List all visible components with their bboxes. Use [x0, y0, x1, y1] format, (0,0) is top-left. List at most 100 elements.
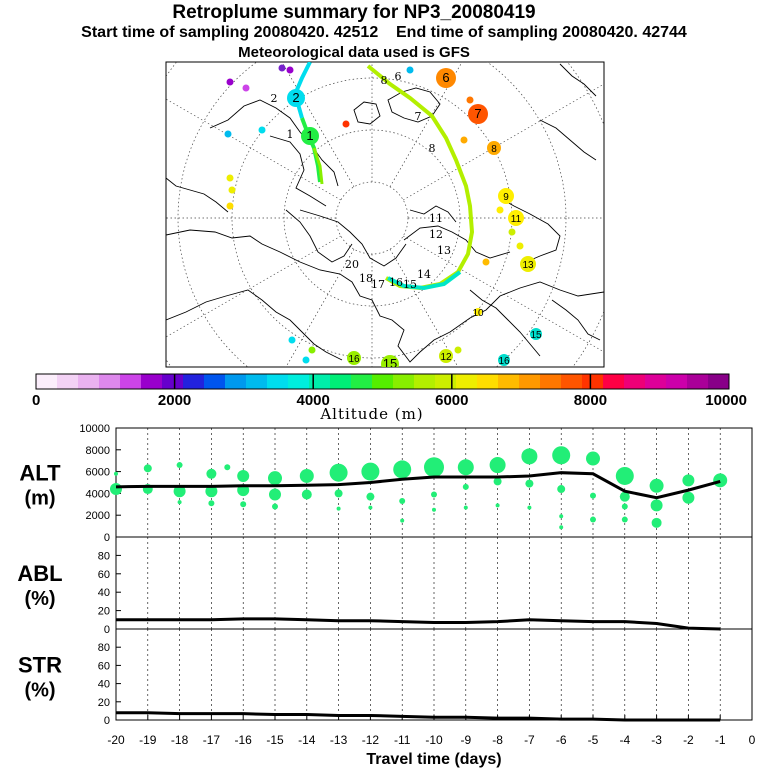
median-altitude-line [115, 471, 721, 500]
end-time-label: End time of sampling 20080420. 42744 [396, 24, 687, 41]
chart-title: Retroplume summary for NP3_20080419 [172, 2, 536, 23]
altitude-dot [400, 518, 405, 523]
day-marker-label: 16 [498, 356, 510, 367]
altitude-dot [432, 507, 436, 512]
colorbar-swatch [351, 374, 373, 389]
colorbar-swatch [582, 374, 604, 389]
altitude-dot [240, 501, 247, 508]
altitude-dot [336, 506, 341, 511]
altitude-dot [615, 466, 634, 485]
colorbar-swatch [204, 374, 226, 389]
meridian-line [166, 235, 341, 338]
small-marker [482, 258, 490, 266]
day-marker-label: 13 [522, 260, 534, 271]
altitude-dot [621, 503, 628, 510]
time-series-panels: 0200040006000800010000ALT(m)020406080ABL… [17, 423, 755, 768]
y-tick-label: 10000 [79, 423, 110, 435]
colorbar-swatch [309, 374, 331, 389]
colorbar-swatch [456, 374, 478, 389]
colorbar-swatch [624, 374, 646, 389]
y-tick-label: 0 [104, 715, 110, 727]
altitude-dot [224, 464, 231, 471]
colorbar-tick-label: 10000 [705, 392, 747, 409]
x-tick-label: -2 [683, 733, 694, 747]
colorbar-tick-label: 8000 [574, 392, 607, 409]
altitude-dot [334, 489, 343, 498]
small-marker [224, 130, 232, 138]
x-tick-label: -13 [330, 733, 348, 747]
y-tick-label: 20 [98, 606, 110, 618]
altitude-dot [552, 446, 571, 465]
trajectory-west-tail [312, 147, 324, 185]
altitude-dot [173, 485, 186, 498]
small-marker [278, 64, 286, 72]
day-marker [301, 127, 319, 145]
small-marker [516, 242, 524, 250]
x-tick-label: -8 [492, 733, 503, 747]
altitude-dot [495, 503, 500, 508]
y-tick-label: 80 [98, 550, 110, 562]
day-marker-label: 15 [383, 356, 397, 371]
x-tick-label: -10 [425, 733, 443, 747]
colorbar-swatch [78, 374, 100, 389]
track-label: 1 [287, 128, 294, 141]
map-frame [165, 61, 605, 368]
altitude-dot [208, 500, 215, 507]
day-marker [439, 349, 453, 363]
altitude-dot [462, 483, 469, 490]
day-marker-label: 16 [348, 354, 360, 365]
x-tick-label: -4 [619, 733, 630, 747]
x-tick-label: -3 [651, 733, 662, 747]
altitude-dot [651, 517, 662, 528]
meridians [166, 62, 604, 367]
trajectory-teal [387, 270, 462, 291]
y-tick-label: 20 [98, 697, 110, 709]
colorbar-tick-label: 4000 [297, 392, 330, 409]
colorbar-swatch [288, 374, 310, 389]
track-label: 15 [403, 278, 417, 291]
panel-ylabel-bottom: (%) [24, 680, 55, 702]
panel-ylabel-top: ALT [19, 461, 61, 486]
colorbar-swatch [603, 374, 625, 389]
small-marker [286, 66, 294, 74]
x-tick-label: -19 [139, 733, 157, 747]
track-label: 7 [415, 110, 422, 123]
day-marker [347, 351, 361, 365]
x-tick-label: -15 [266, 733, 284, 747]
colorbar-swatch [267, 374, 289, 389]
colorbar-tick-label: 0 [32, 392, 40, 409]
coastlines [166, 63, 604, 363]
day-marker-label: 15 [530, 330, 542, 341]
small-marker [454, 346, 462, 354]
x-tick-label: -18 [171, 733, 189, 747]
altitude-dot [393, 460, 412, 479]
altitude-dot [368, 505, 373, 510]
panel-ylabel-bottom: (m) [24, 488, 55, 510]
colorbar-axis-label: Altitude (m) [319, 405, 423, 423]
day-marker [436, 68, 456, 88]
y-tick-label: 60 [98, 660, 110, 672]
day-marker-label: 11 [511, 214, 522, 225]
colorbar-tick-label: 2000 [158, 392, 191, 409]
altitude-dot [205, 485, 218, 498]
day-marker-label: 6 [442, 70, 449, 85]
altitude-dot [619, 491, 630, 502]
altitude-dot [682, 474, 695, 487]
altitude-dot [621, 516, 628, 523]
y-tick-label: 40 [98, 587, 110, 599]
panel-ylabel-bottom: (%) [24, 588, 55, 610]
colorbar: 0 2000 4000 6000 8000 10000 Altitude (m) [32, 373, 747, 423]
altitude-dot [431, 491, 437, 498]
day-marker [474, 308, 482, 316]
small-marker [406, 66, 414, 74]
altitude-dot [299, 468, 314, 483]
x-tick-label: -7 [524, 733, 535, 747]
small-marker [226, 202, 234, 210]
y-tick-label: 8000 [86, 445, 110, 457]
x-tick-label: -20 [107, 733, 125, 747]
panel-ylabel-top: ABL [17, 561, 62, 586]
altitude-dot [590, 516, 596, 523]
track-label: 13 [437, 244, 451, 257]
